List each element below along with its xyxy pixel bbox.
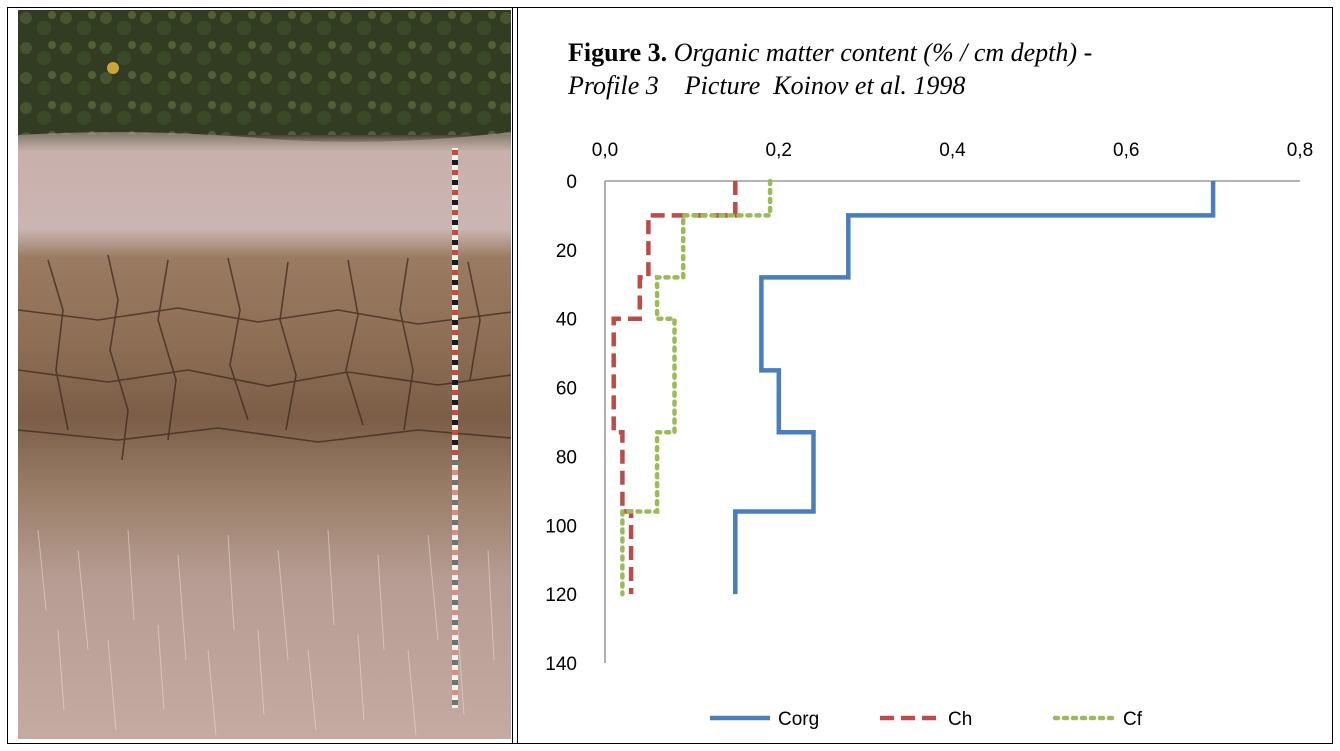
y-tick-label: 120 <box>545 585 577 606</box>
y-tick-label: 20 <box>556 241 577 262</box>
cell-divider <box>512 7 518 744</box>
soil-profile-image <box>18 10 511 739</box>
legend-label-cf: Cf <box>1123 709 1143 730</box>
legend-label-ch: Ch <box>948 709 972 730</box>
x-tick-label: 0,0 <box>592 140 618 161</box>
x-tick-label: 0,8 <box>1287 140 1313 161</box>
organic-matter-chart: 0,0 0,2 0,4 0,6 0,8 0 20 40 60 80 100 120 140 Corg C… <box>525 130 1335 740</box>
x-tick-label: 0,6 <box>1113 140 1139 161</box>
figure-caption-text-1: Organic matter content (% / cm depth) - <box>667 38 1093 67</box>
figure-caption-text-2: Profile 3 Picture Koinov et al. 1998 <box>568 71 966 100</box>
legend-label-corg: Corg <box>778 709 819 730</box>
y-tick-label: 40 <box>556 310 577 331</box>
figure-caption: Figure 3. Organic matter content (% / cm… <box>568 36 1308 102</box>
figure-label: Figure 3. <box>568 38 668 67</box>
y-tick-label: 80 <box>556 447 577 468</box>
soil-profile-photo <box>18 10 511 739</box>
series-line-cf <box>620 178 773 597</box>
measuring-tape <box>452 148 458 708</box>
x-tick-label: 0,2 <box>766 140 792 161</box>
table-frame <box>7 7 1333 744</box>
y-tick-label: 60 <box>556 379 577 400</box>
chart-svg: 0,0 0,2 0,4 0,6 0,8 0 20 40 60 80 100 120 140 Corg C… <box>545 140 1313 730</box>
y-tick-label: 100 <box>545 516 577 537</box>
series-line-corg <box>733 181 1216 595</box>
x-tick-label: 0,4 <box>939 140 966 161</box>
y-tick-label: 0 <box>566 172 577 193</box>
y-tick-label: 140 <box>545 654 577 675</box>
